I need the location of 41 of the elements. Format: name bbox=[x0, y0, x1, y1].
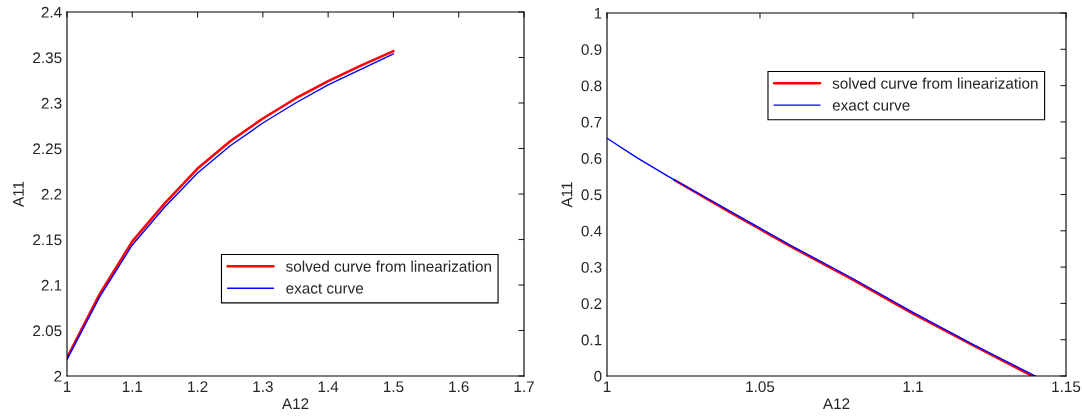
y-tick-label: 0.6 bbox=[581, 153, 602, 164]
y-tick-label: 2.25 bbox=[33, 143, 62, 155]
y-tick-label: 0.8 bbox=[581, 80, 602, 92]
y-tick-label: 0.7 bbox=[581, 116, 602, 128]
y-tick-label: 0.9 bbox=[581, 44, 602, 55]
x-tick-label: 1.1 bbox=[122, 381, 143, 392]
legend-label: exact curve bbox=[832, 100, 910, 111]
y-tick-label: 2.35 bbox=[33, 52, 62, 64]
y-tick-label: 2.1 bbox=[41, 279, 62, 291]
y-tick-label: 0.1 bbox=[581, 334, 602, 346]
y-tick-label: 2.4 bbox=[41, 6, 62, 18]
x-tick-label: 1.3 bbox=[253, 381, 273, 393]
y-tick-label: 2.2 bbox=[41, 188, 62, 200]
x-tick-label: 1.5 bbox=[383, 381, 404, 393]
y-tick-label: 2.3 bbox=[41, 97, 62, 109]
x-tick-label: 1.2 bbox=[188, 381, 208, 392]
x-axis-title: A12 bbox=[281, 398, 309, 409]
y-axis-title: A11 bbox=[13, 181, 24, 207]
legend-label: solved curve from linearization bbox=[832, 77, 1038, 89]
x-tick-label: 1.05 bbox=[746, 381, 775, 393]
y-tick-label: 1 bbox=[594, 8, 602, 19]
x-tick-label: 1 bbox=[603, 381, 611, 392]
x-axis-title: A12 bbox=[822, 398, 850, 409]
line-series bbox=[607, 137, 1037, 376]
legend-label: exact curve bbox=[286, 283, 364, 294]
legend-label: solved curve from linearization bbox=[286, 260, 491, 272]
y-tick-label: 2 bbox=[54, 370, 62, 382]
y-tick-label: 0.5 bbox=[581, 189, 602, 201]
x-tick-label: 1 bbox=[63, 381, 71, 392]
x-tick-label: 1.7 bbox=[514, 381, 534, 392]
y-tick-label: 0.4 bbox=[581, 225, 602, 237]
y-tick-label: 2.05 bbox=[33, 325, 62, 337]
y-tick-label: 0.2 bbox=[581, 298, 602, 310]
y-tick-label: 0.3 bbox=[581, 261, 602, 273]
x-tick-label: 1.6 bbox=[449, 381, 469, 393]
x-tick-label: 1.15 bbox=[1052, 381, 1081, 393]
y-tick-label: 0 bbox=[594, 370, 602, 382]
x-tick-label: 1.1 bbox=[903, 381, 923, 392]
x-tick-label: 1.4 bbox=[318, 381, 339, 392]
y-axis-title: A11 bbox=[561, 182, 573, 208]
y-tick-label: 2.15 bbox=[33, 234, 62, 246]
